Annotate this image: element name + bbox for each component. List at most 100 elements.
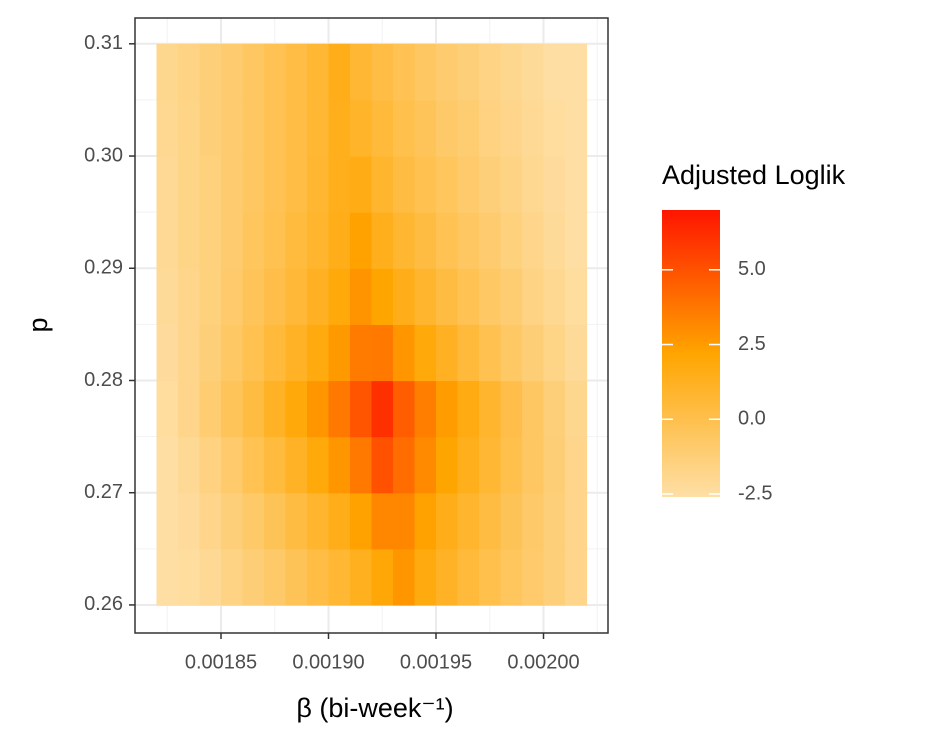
heat-cell bbox=[543, 324, 566, 382]
heat-cell bbox=[500, 548, 523, 606]
heat-cell bbox=[393, 436, 416, 494]
heat-cell bbox=[565, 548, 588, 606]
heat-cell bbox=[522, 324, 545, 382]
heat-cell bbox=[457, 43, 480, 101]
heat-cell bbox=[264, 156, 287, 213]
heat-cell bbox=[285, 436, 308, 494]
heat-cell bbox=[285, 268, 308, 325]
heat-cell bbox=[307, 43, 330, 101]
heat-cell bbox=[350, 99, 373, 157]
heat-cell bbox=[371, 43, 394, 101]
heat-cell bbox=[393, 99, 416, 157]
heat-cell bbox=[350, 156, 373, 213]
heat-cell bbox=[457, 380, 480, 438]
heat-cell bbox=[393, 324, 416, 382]
heat-cell bbox=[264, 43, 287, 101]
heat-cell bbox=[500, 324, 523, 382]
heat-cell bbox=[414, 99, 437, 157]
heat-cell bbox=[285, 548, 308, 606]
heat-cell bbox=[242, 548, 265, 606]
heat-cell bbox=[242, 492, 265, 550]
heat-cell bbox=[328, 492, 351, 550]
heat-cell bbox=[371, 212, 394, 269]
heat-cell bbox=[178, 492, 201, 550]
heat-cell bbox=[221, 380, 244, 438]
heat-cell bbox=[307, 99, 330, 157]
heat-cell bbox=[414, 156, 437, 213]
heat-cell bbox=[479, 492, 502, 550]
heat-cell bbox=[393, 380, 416, 438]
heat-cell bbox=[371, 380, 394, 438]
heat-cell bbox=[328, 324, 351, 382]
heat-cell bbox=[199, 156, 222, 213]
heat-cell bbox=[328, 43, 351, 101]
heat-cell bbox=[221, 548, 244, 606]
heat-cell bbox=[242, 212, 265, 269]
heat-cell bbox=[242, 324, 265, 382]
heat-cell bbox=[156, 268, 179, 325]
heat-cell bbox=[199, 548, 222, 606]
heat-cell bbox=[393, 156, 416, 213]
heat-cell bbox=[522, 492, 545, 550]
heat-cell bbox=[328, 436, 351, 494]
heat-cell bbox=[371, 548, 394, 606]
heat-cell bbox=[307, 268, 330, 325]
x-axis-title: β (bi-week⁻¹) bbox=[296, 693, 453, 723]
y-axis-title: p bbox=[23, 317, 53, 332]
heat-cell bbox=[457, 212, 480, 269]
heat-cell bbox=[479, 548, 502, 606]
heat-cell bbox=[178, 324, 201, 382]
heat-cell bbox=[221, 436, 244, 494]
heat-cell bbox=[221, 492, 244, 550]
heat-cell bbox=[457, 156, 480, 213]
heat-cell bbox=[178, 99, 201, 157]
heat-cell bbox=[436, 99, 459, 157]
heat-cell bbox=[565, 43, 588, 101]
heat-cell bbox=[500, 43, 523, 101]
heat-cell bbox=[350, 436, 373, 494]
heat-cell bbox=[156, 212, 179, 269]
heat-cell bbox=[543, 268, 566, 325]
colorbar-tick-label: 2.5 bbox=[738, 333, 766, 355]
heat-cell bbox=[543, 156, 566, 213]
heat-cell bbox=[457, 548, 480, 606]
heat-cell bbox=[199, 436, 222, 494]
heat-cell bbox=[156, 43, 179, 101]
heat-cell bbox=[221, 156, 244, 213]
heat-cell bbox=[522, 43, 545, 101]
heat-cell bbox=[178, 43, 201, 101]
heat-cell bbox=[307, 436, 330, 494]
heat-cell bbox=[199, 268, 222, 325]
colorbar-tick-label: 5.0 bbox=[738, 258, 766, 280]
heat-cell bbox=[221, 268, 244, 325]
heat-cell bbox=[350, 324, 373, 382]
heat-cell bbox=[350, 548, 373, 606]
heat-cell bbox=[178, 268, 201, 325]
heat-cell bbox=[264, 436, 287, 494]
heat-cell bbox=[307, 156, 330, 213]
heat-cell bbox=[436, 436, 459, 494]
heat-cell bbox=[199, 324, 222, 382]
heat-cell bbox=[178, 212, 201, 269]
heat-cell bbox=[436, 212, 459, 269]
heat-cell bbox=[350, 268, 373, 325]
heat-cell bbox=[565, 380, 588, 438]
heat-cell bbox=[264, 99, 287, 157]
heat-cell bbox=[221, 99, 244, 157]
heat-cell bbox=[393, 268, 416, 325]
heat-cell bbox=[479, 436, 502, 494]
heat-cell bbox=[178, 380, 201, 438]
heat-cell bbox=[242, 380, 265, 438]
heat-cell bbox=[414, 548, 437, 606]
heat-cell bbox=[264, 324, 287, 382]
heat-cell bbox=[500, 212, 523, 269]
heat-cell bbox=[500, 380, 523, 438]
heat-cell bbox=[436, 156, 459, 213]
heat-cell bbox=[522, 436, 545, 494]
heat-cell bbox=[414, 380, 437, 438]
heat-cell bbox=[350, 380, 373, 438]
heat-cell bbox=[328, 380, 351, 438]
panel-border bbox=[134, 17, 609, 634]
heat-cell bbox=[522, 212, 545, 269]
